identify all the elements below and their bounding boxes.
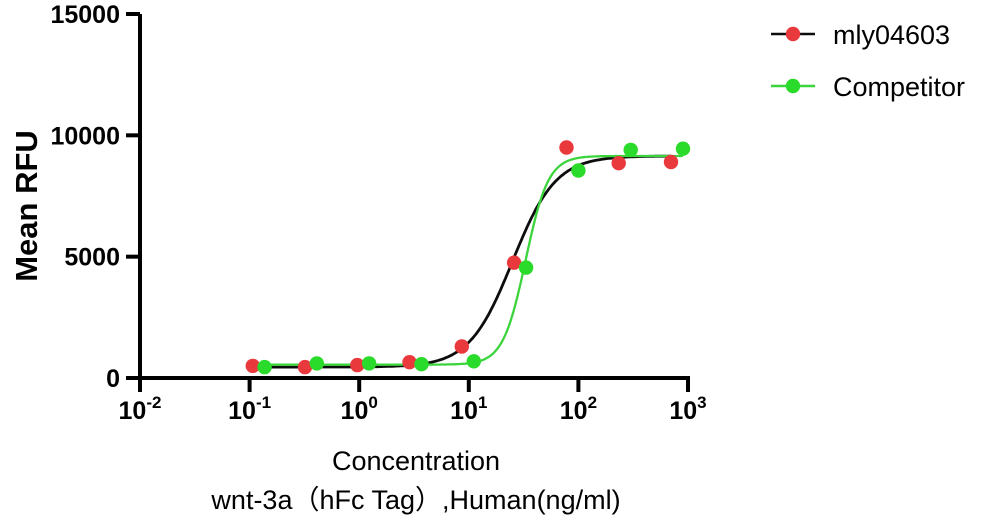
- x-tick-label: 101: [450, 393, 487, 425]
- y-tick-label: 5000: [64, 244, 120, 272]
- data-point-competitor: [309, 356, 324, 371]
- data-point-mly04603: [454, 339, 469, 354]
- data-point-competitor: [571, 163, 586, 178]
- legend-label-competitor: Competitor: [833, 72, 966, 102]
- data-point-mly04603: [350, 357, 365, 373]
- legend-marker-dot-competitor: [785, 78, 801, 94]
- data-point-competitor: [466, 354, 481, 369]
- x-axis-title-line2: wnt-3a（hFc Tag）,Human(ng/ml): [211, 485, 621, 515]
- y-tick-label: 0: [106, 365, 120, 393]
- x-tick-label: 103: [669, 393, 706, 425]
- data-point-mly04603: [506, 255, 522, 270]
- fit-curve-mly04603: [252, 154, 671, 369]
- data-point-competitor: [414, 357, 429, 372]
- data-point-mly04603: [245, 358, 260, 374]
- data-point-competitor: [675, 141, 691, 156]
- data-point-competitor: [623, 142, 638, 158]
- data-point-competitor: [518, 260, 534, 275]
- x-tick-label: 100: [341, 393, 378, 425]
- data-point-mly04603: [402, 355, 417, 370]
- legend-label-mly04603: mly04603: [833, 20, 951, 50]
- y-tick-label: 10000: [50, 122, 120, 150]
- y-axis-title: Mean RFU: [9, 130, 44, 282]
- data-point-mly04603: [297, 359, 313, 375]
- data-point-competitor: [257, 359, 272, 375]
- fit-curve-competitor: [264, 154, 683, 366]
- x-axis-title-line1: Concentration: [331, 446, 501, 476]
- x-tick-label: 10-2: [119, 393, 162, 425]
- data-point-mly04603: [559, 140, 574, 155]
- y-tick-label: 15000: [50, 1, 120, 29]
- data-point-competitor: [361, 356, 377, 371]
- data-point-mly04603: [663, 154, 679, 170]
- legend-marker-dot-mly04603: [785, 26, 801, 42]
- x-tick-label: 10-1: [228, 393, 271, 425]
- x-tick-label: 102: [560, 393, 597, 425]
- data-point-mly04603: [611, 156, 626, 171]
